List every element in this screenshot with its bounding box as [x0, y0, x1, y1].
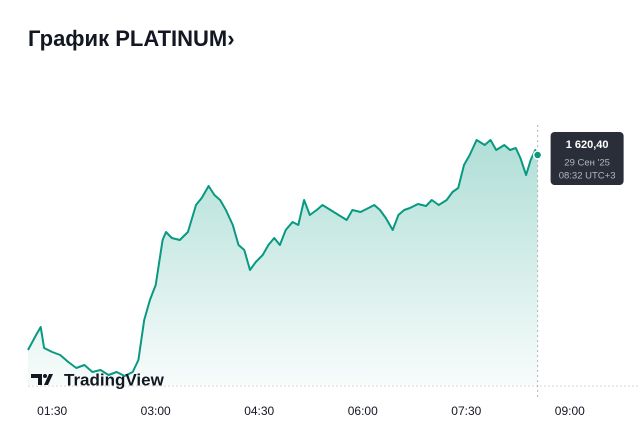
x-tick-label: 06:00 [348, 404, 378, 418]
brand: TradingView [64, 370, 165, 389]
tooltip [550, 132, 624, 185]
last-point [532, 150, 543, 160]
x-tick-label: 03:00 [141, 404, 171, 418]
x-tick-label: 07:30 [451, 404, 481, 418]
line [27, 139, 539, 377]
brand-logo [31, 374, 53, 385]
plot-area: 01:30 03:00 04:30 06:00 07:30 09:00 1 620,40 29… [27, 125, 640, 418]
tooltip-date: 29 Сен '25 [564, 158, 610, 169]
tooltip-value: 1 620,40 [566, 139, 609, 151]
tooltip-time: 08:32 UTC+3 [559, 171, 616, 182]
chart-title[interactable]: График PLATINUM› [28, 26, 235, 51]
area [28, 140, 538, 385]
x-tick-label: 09:00 [555, 404, 585, 418]
x-tick-label: 04:30 [244, 404, 274, 418]
x-tick-label: 01:30 [37, 404, 67, 418]
